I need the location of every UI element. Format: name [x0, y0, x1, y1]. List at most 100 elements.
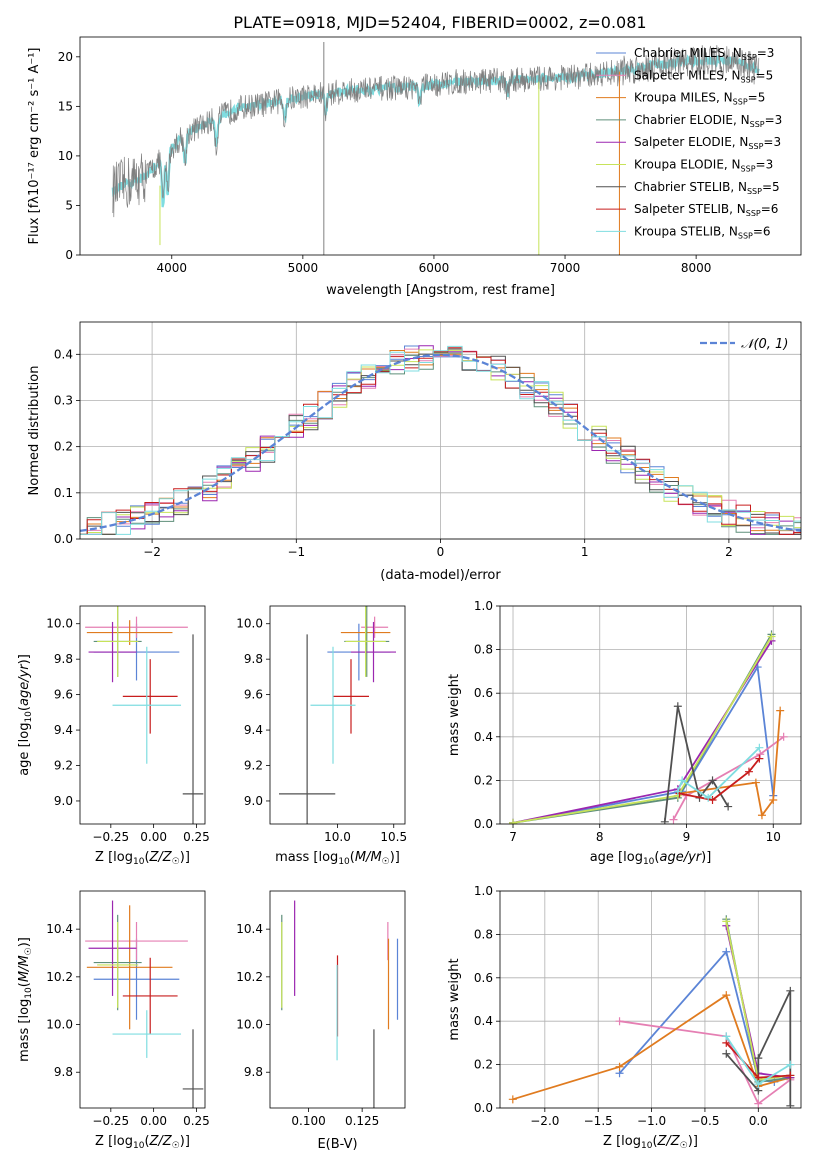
y-tick-label: 9.0	[54, 794, 73, 808]
y-axis-label: Normed distribution	[27, 366, 42, 496]
x-axis-label: Z [log10(Z/Z☉)]	[603, 1134, 698, 1151]
weight-marker	[508, 1095, 517, 1104]
weight-marker	[755, 754, 764, 763]
weight-line-1	[619, 1020, 791, 1106]
panel-age-mass: 10.0 10.5 9.0 9.2 9.4 9.6 9.8 10.0 mass [log10(M…	[236, 605, 407, 867]
plot-area	[508, 915, 795, 1108]
legend-entry: Kroupa ELODIE, NSSP=3	[634, 158, 773, 174]
y-tick-label: 0.2	[474, 773, 493, 787]
legend-entry: Chabrier STELIB, NSSP=5	[634, 180, 780, 196]
axes-frame	[269, 605, 406, 825]
weight-marker	[722, 1032, 731, 1041]
weight-marker	[673, 702, 682, 711]
plot-area	[509, 630, 788, 824]
weight-marker	[754, 1054, 763, 1063]
x-tick-label: 0.0	[749, 1114, 768, 1128]
x-tick-label: 0.00	[140, 830, 167, 844]
x-tick-label: −1.0	[637, 1114, 666, 1128]
x-axis-label: (data-model)/error	[380, 568, 501, 583]
weight-marker	[756, 750, 765, 759]
y-tick-label: 10.0	[236, 617, 263, 631]
x-tick-label: −2.0	[530, 1114, 559, 1128]
weight-marker	[722, 947, 731, 956]
y-tick-label: 10.0	[236, 1018, 263, 1032]
x-axis-label: mass [log10(M/M☉)]	[275, 850, 400, 867]
y-axis-label: Flux [fλ10⁻¹⁷ erg cm⁻² s⁻¹ A⁻¹]	[27, 48, 42, 245]
y-axis-label: mass weight	[447, 958, 462, 1040]
x-tick-label: 8	[596, 830, 604, 844]
x-tick-label: −0.25	[92, 1114, 129, 1128]
x-tick-label: 7000	[550, 261, 581, 275]
y-tick-label: 9.4	[54, 723, 73, 737]
weight-line-7	[679, 758, 761, 801]
y-tick-label: 10.0	[46, 617, 73, 631]
weight-line-5	[512, 636, 773, 824]
y-tick-label: 0.8	[474, 643, 493, 657]
weight-marker	[755, 743, 764, 752]
x-tick-label: −1	[287, 545, 305, 559]
y-tick-label: 0.2	[54, 440, 73, 454]
weight-marker	[779, 732, 788, 741]
y-tick-label: 9.8	[54, 1065, 73, 1079]
weight-marker	[673, 787, 682, 796]
weight-line-4	[512, 640, 773, 824]
y-tick-label: 0.6	[474, 971, 493, 985]
y-tick-label: 0.6	[474, 686, 493, 700]
x-axis-label: Z [log10(Z/Z☉)]	[95, 850, 190, 867]
x-tick-label: 4000	[156, 261, 187, 275]
y-tick-label: 15	[58, 99, 73, 113]
plot-area	[279, 606, 396, 824]
axes-frame	[499, 890, 802, 1109]
panel-weight-Z: −2.0 −1.5 −1.0 −0.5 0.0 0.0 0.2 0.4 0.6 0.8 1.0 Z […	[447, 884, 802, 1151]
y-tick-label: 0.8	[474, 927, 493, 941]
plot-area	[85, 900, 204, 1108]
weight-marker	[776, 706, 785, 715]
y-axis-label: mass [log10(M/M☉)]	[17, 937, 34, 1062]
weight-marker	[722, 991, 731, 1000]
y-tick-label: 5	[65, 198, 73, 212]
legend-entry: Salpeter MILES, NSSP=5	[634, 68, 773, 84]
y-tick-label: 9.2	[54, 759, 73, 773]
legend-entry: Kroupa MILES, NSSP=5	[634, 91, 765, 107]
y-tick-label: 0.4	[474, 730, 493, 744]
x-tick-label: −2	[143, 545, 161, 559]
y-tick-label: 10.4	[46, 922, 73, 936]
legend-entry: Chabrier MILES, NSSP=3	[634, 46, 774, 62]
y-tick-label: 0.0	[54, 532, 73, 546]
weight-marker	[660, 817, 669, 824]
normal-curve	[80, 353, 801, 533]
weight-marker	[615, 1062, 624, 1071]
y-tick-label: 0.2	[474, 1058, 493, 1072]
weight-marker	[708, 776, 717, 785]
legend-entry: Chabrier ELODIE, NSSP=3	[634, 113, 782, 129]
panel-mass-Z: −0.25 0.00 0.25 9.8 10.0 10.2 10.4 Z [log10(Z/Z…	[17, 890, 210, 1151]
x-tick-label: 1	[581, 545, 589, 559]
y-axis-label: age [log10(age/yr)]	[17, 654, 34, 776]
y-tick-label: 0.0	[474, 817, 493, 831]
plot-area	[85, 606, 204, 824]
plot-area	[281, 900, 399, 1108]
x-tick-label: 10.0	[324, 830, 351, 844]
weight-marker	[722, 1049, 731, 1058]
x-tick-label: 0.25	[183, 1114, 210, 1128]
weight-marker	[704, 793, 713, 802]
y-tick-label: 0.0	[474, 1101, 493, 1115]
weight-marker	[757, 811, 766, 820]
x-axis-label: age [log10(age/yr)]	[590, 850, 712, 867]
y-tick-label: 9.6	[244, 688, 263, 702]
x-tick-label: 0.00	[140, 1114, 167, 1128]
y-tick-label: 9.8	[244, 652, 263, 666]
x-tick-label: 2	[725, 545, 733, 559]
x-tick-label: 5000	[288, 261, 319, 275]
axes-frame	[79, 890, 206, 1109]
weight-marker	[509, 818, 518, 824]
plot-area	[80, 345, 801, 535]
y-tick-label: 10.2	[46, 970, 73, 984]
weight-line-0	[512, 664, 775, 824]
y-tick-label: 10	[58, 149, 73, 163]
y-tick-label: 10.4	[236, 922, 263, 936]
weight-marker	[615, 1017, 624, 1026]
weight-marker	[744, 767, 753, 776]
y-tick-label: 10.2	[236, 970, 263, 984]
